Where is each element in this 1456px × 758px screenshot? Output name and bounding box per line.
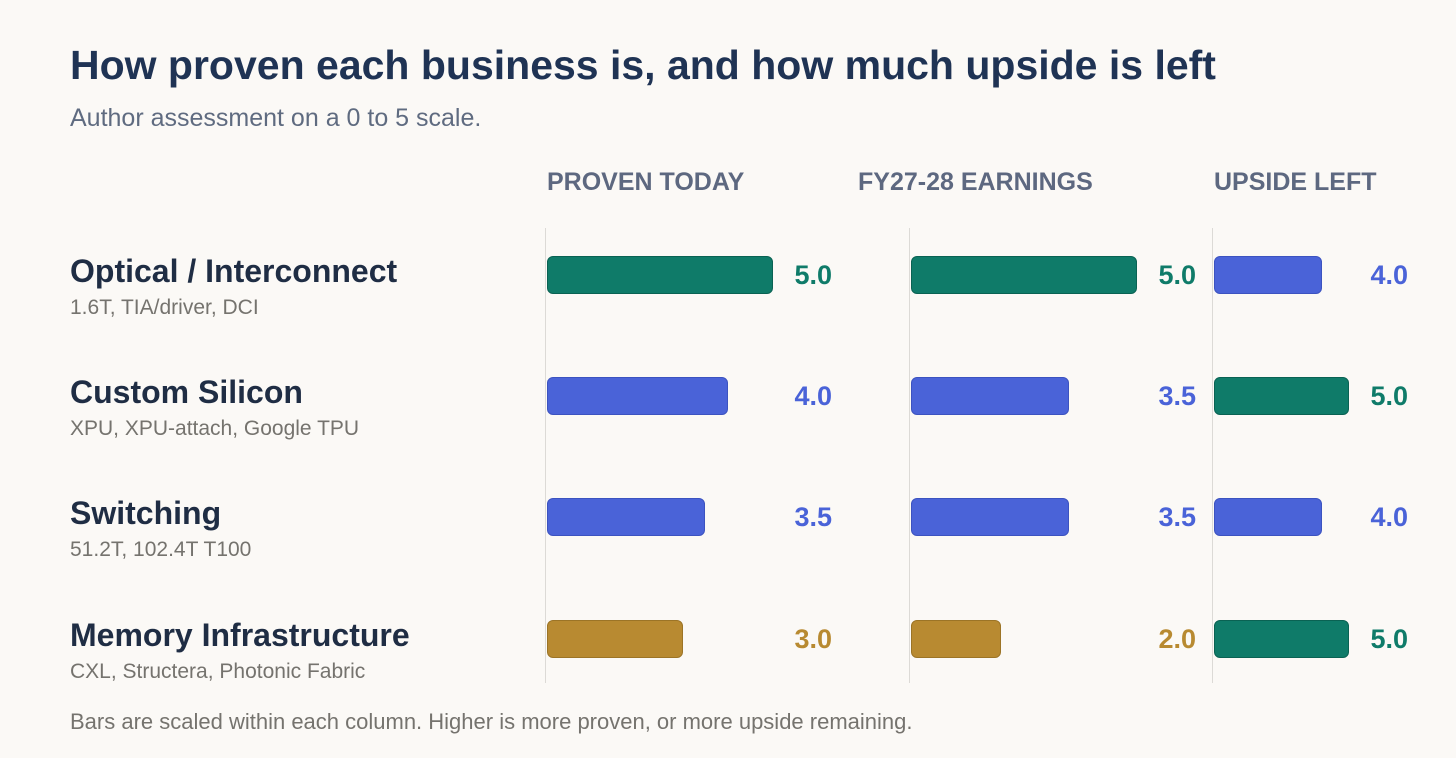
row-label-switching: Switching <box>70 495 222 531</box>
bar-switching-proven-today <box>547 498 705 536</box>
value-label-custom-silicon-upside-left: 5.0 <box>1370 381 1408 411</box>
bar-memory-infrastructure-fy27-28-earnings <box>911 620 1001 658</box>
row-label-memory-infrastructure: Memory Infrastructure <box>70 617 410 653</box>
chart-subtitle: Author assessment on a 0 to 5 scale. <box>70 104 482 132</box>
bar-switching-upside-left <box>1214 498 1322 536</box>
value-label-switching-upside-left: 4.0 <box>1370 502 1408 532</box>
bar-memory-infrastructure-upside-left <box>1214 620 1349 658</box>
bar-optical-interconnect-upside-left <box>1214 256 1322 294</box>
value-label-memory-infrastructure-upside-left: 5.0 <box>1370 624 1408 654</box>
bar-custom-silicon-proven-today <box>547 377 728 415</box>
column-divider-proven-today <box>545 228 546 683</box>
column-header-proven-today: PROVEN TODAY <box>547 168 745 196</box>
value-label-optical-interconnect-proven-today: 5.0 <box>794 260 832 290</box>
value-label-switching-fy27-28-earnings: 3.5 <box>1158 502 1196 532</box>
bar-optical-interconnect-fy27-28-earnings <box>911 256 1137 294</box>
bar-optical-interconnect-proven-today <box>547 256 773 294</box>
value-label-optical-interconnect-upside-left: 4.0 <box>1370 260 1408 290</box>
column-header-fy27-28-earnings: FY27-28 EARNINGS <box>858 168 1093 196</box>
value-label-switching-proven-today: 3.5 <box>794 502 832 532</box>
bar-custom-silicon-upside-left <box>1214 377 1349 415</box>
column-header-upside-left: UPSIDE LEFT <box>1214 168 1377 196</box>
value-label-optical-interconnect-fy27-28-earnings: 5.0 <box>1158 260 1196 290</box>
column-divider-upside-left <box>1212 228 1213 683</box>
row-detail-custom-silicon: XPU, XPU-attach, Google TPU <box>70 417 360 440</box>
value-label-custom-silicon-fy27-28-earnings: 3.5 <box>1158 381 1196 411</box>
bar-memory-infrastructure-proven-today <box>547 620 683 658</box>
row-label-custom-silicon: Custom Silicon <box>70 374 303 410</box>
column-divider-fy27-28-earnings <box>909 228 910 683</box>
row-detail-switching: 51.2T, 102.4T T100 <box>70 538 252 561</box>
row-label-optical-interconnect: Optical / Interconnect <box>70 253 398 289</box>
value-label-memory-infrastructure-fy27-28-earnings: 2.0 <box>1158 624 1196 654</box>
chart-footnote: Bars are scaled within each column. High… <box>70 709 913 734</box>
bar-custom-silicon-fy27-28-earnings <box>911 377 1069 415</box>
bar-switching-fy27-28-earnings <box>911 498 1069 536</box>
row-detail-memory-infrastructure: CXL, Structera, Photonic Fabric <box>70 660 366 683</box>
chart-title: How proven each business is, and how muc… <box>70 42 1216 88</box>
value-label-memory-infrastructure-proven-today: 3.0 <box>794 624 832 654</box>
row-detail-optical-interconnect: 1.6T, TIA/driver, DCI <box>70 296 259 319</box>
value-label-custom-silicon-proven-today: 4.0 <box>794 381 832 411</box>
